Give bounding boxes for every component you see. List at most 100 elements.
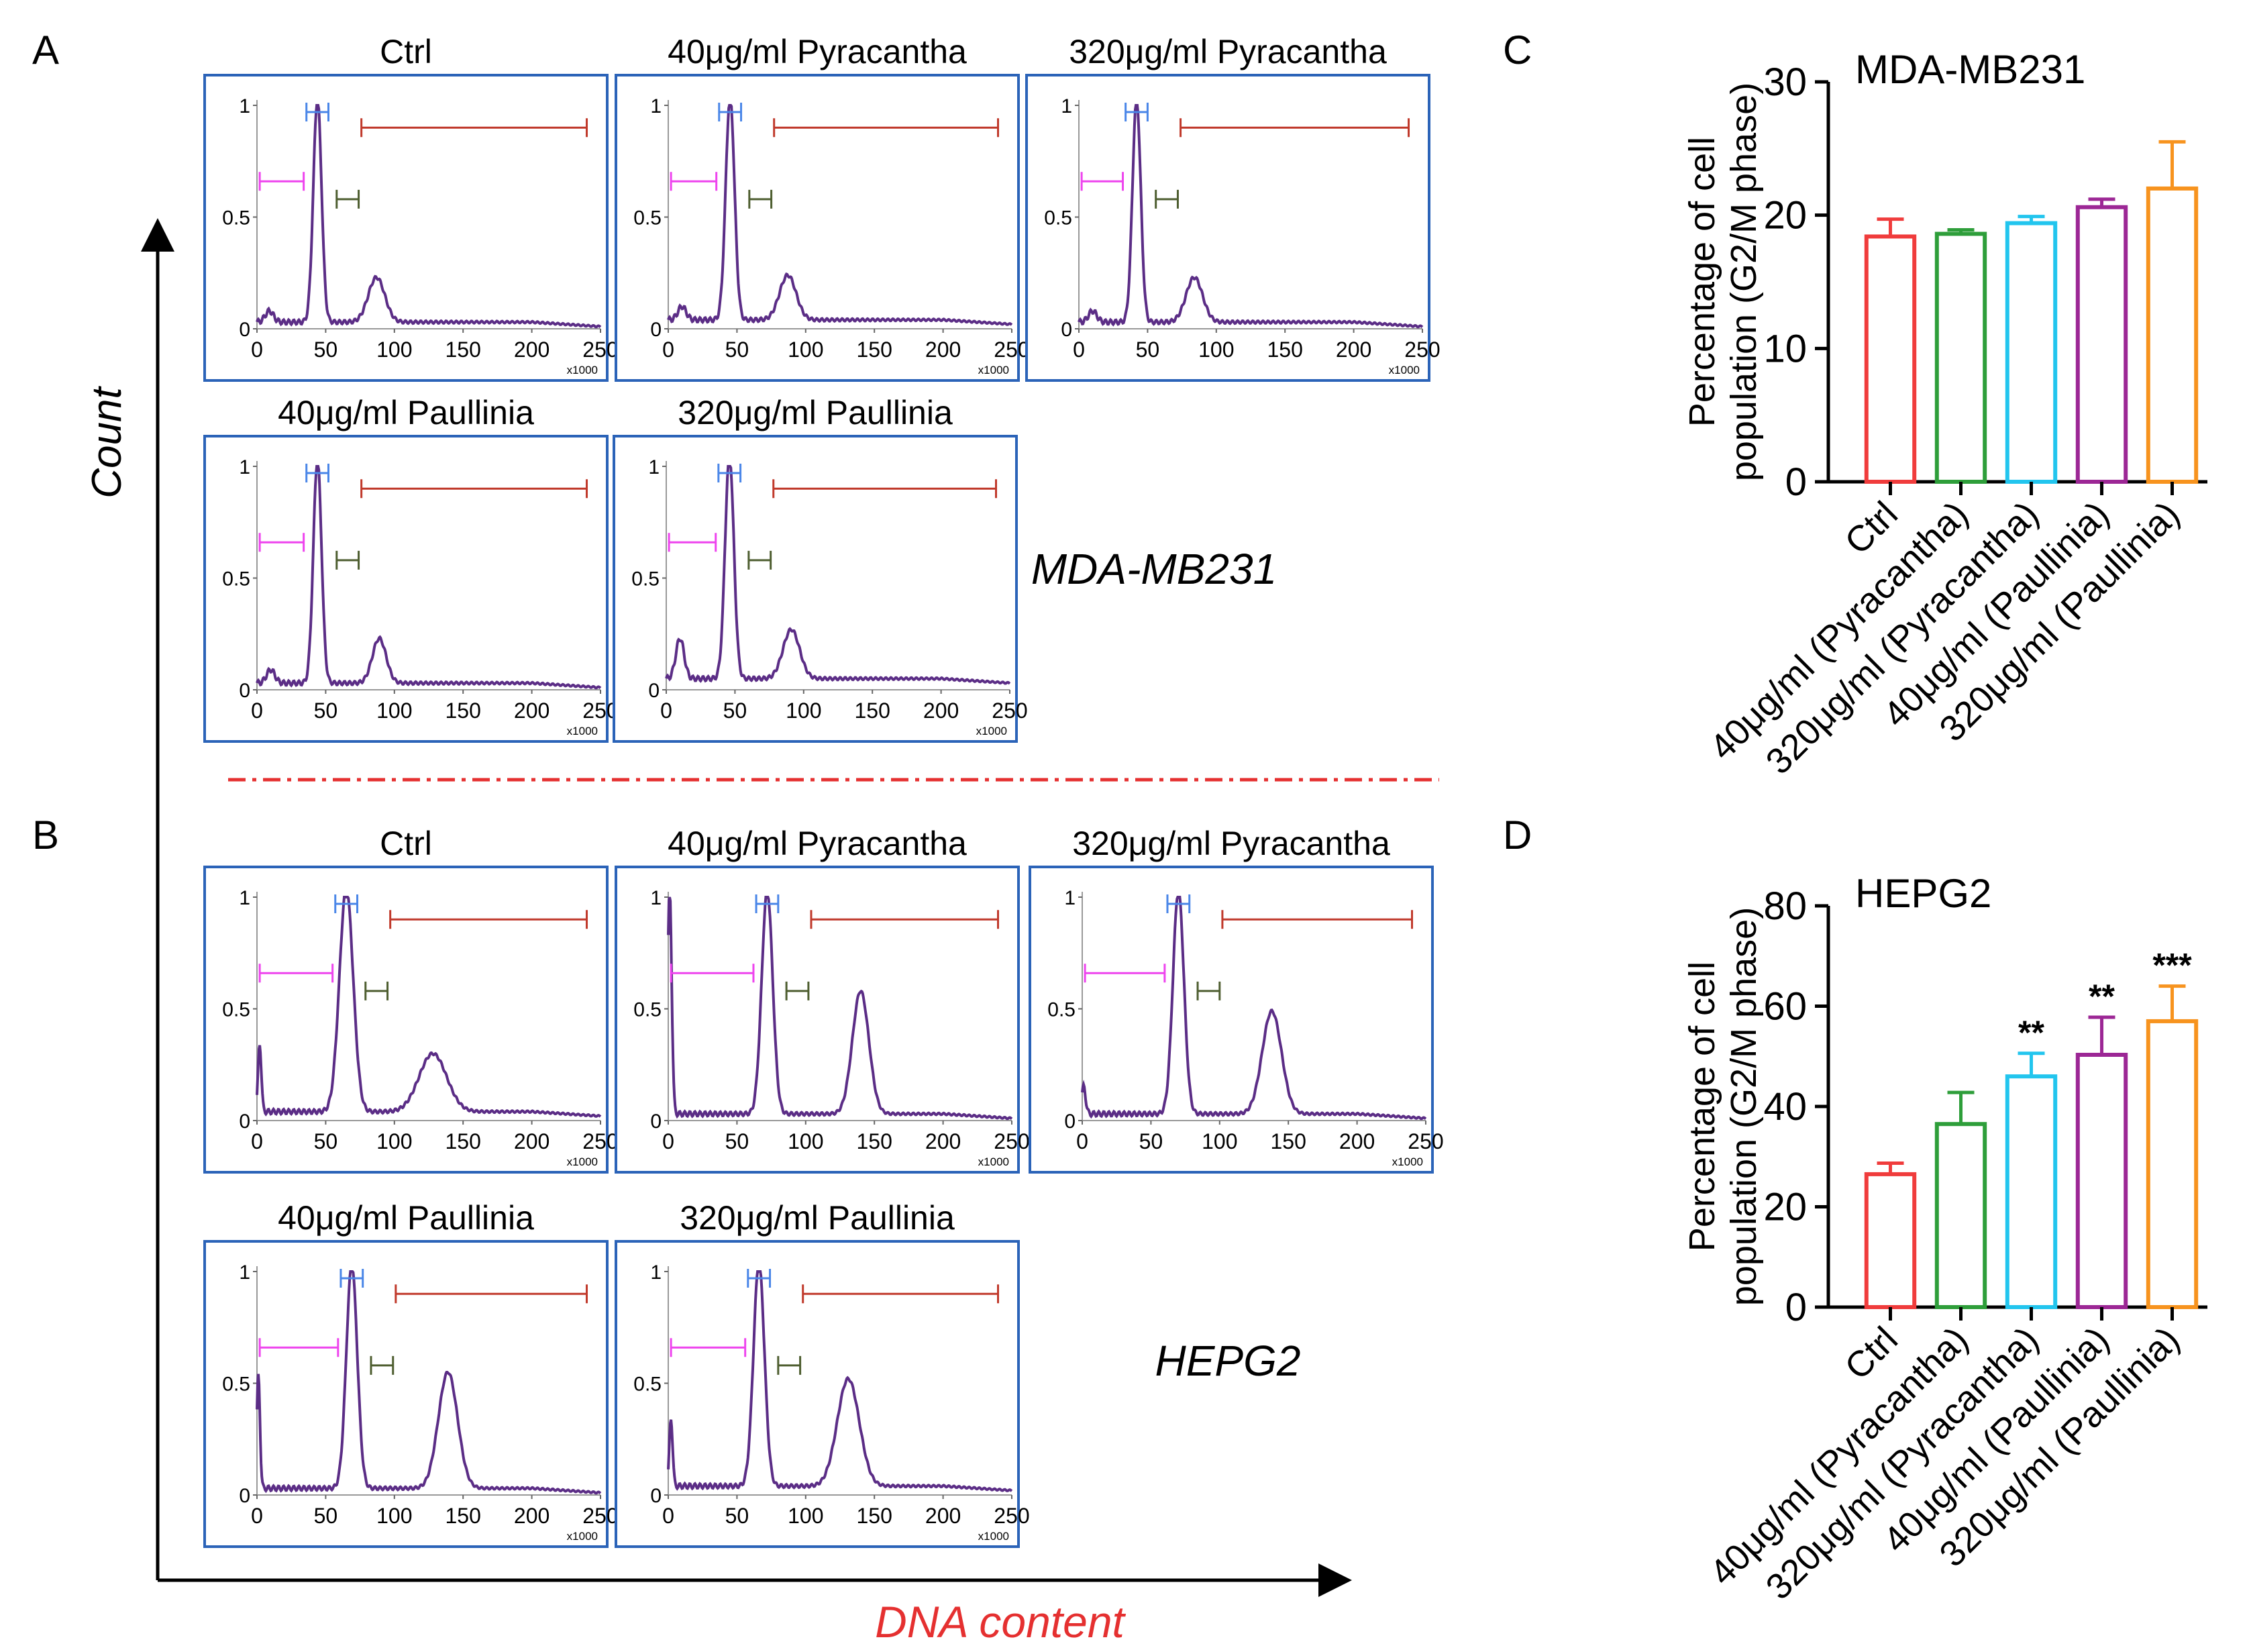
histogram-x-tick-label: 150 xyxy=(857,1504,892,1528)
histogram-panel: 40μg/ml Pyracantha 0 0.5 1 0 50 100 150 200 250 x1… xyxy=(615,33,1030,382)
histogram-y-tick-label: 1 xyxy=(239,456,250,478)
panel-letter-d: D xyxy=(1503,813,1532,858)
histogram-x-unit: x1000 xyxy=(978,1155,1009,1168)
histogram-title: 40μg/ml Pyracantha xyxy=(668,825,967,862)
histogram-frame xyxy=(203,435,609,743)
histogram-x-tick-label: 150 xyxy=(446,1504,481,1528)
g1-gate xyxy=(339,1268,364,1288)
histogram-x-tick-label: 200 xyxy=(514,1504,550,1528)
histogram-x-tick-label: 150 xyxy=(1271,1129,1306,1153)
histogram-x-tick-label: 200 xyxy=(1336,338,1371,362)
histogram-curve xyxy=(256,465,602,690)
bar xyxy=(1864,1172,1917,1309)
histogram-title: 320μg/ml Pyracantha xyxy=(1072,825,1390,862)
histogram-x-tick-label: 50 xyxy=(314,1504,338,1528)
g1-gate xyxy=(747,1268,772,1288)
bar xyxy=(2005,221,2058,484)
histogram-x-tick-label: 100 xyxy=(788,1129,823,1153)
g2m-gate xyxy=(360,479,588,499)
histogram-y-tick-label: 0 xyxy=(1064,1111,1076,1133)
histogram-panel: Ctrl 0 0.5 1 0 50 100 150 200 250 x1000 xyxy=(203,33,619,382)
histogram-frame xyxy=(203,1240,609,1548)
histogram-title: 40μg/ml Paullinia xyxy=(278,1199,534,1237)
histogram-y-tick-label: 1 xyxy=(648,456,660,478)
bar-chart-title: MDA-MB231 xyxy=(1855,47,2085,92)
histogram-x-tick-label: 50 xyxy=(314,699,338,723)
histogram-y-tick-label: 1 xyxy=(239,95,250,117)
histogram-x-tick-label: 200 xyxy=(925,1129,961,1153)
g1-gate xyxy=(305,102,329,121)
bar-chart-y-tick-label: 0 xyxy=(1785,1286,1807,1329)
s-phase-gate xyxy=(1196,981,1221,1000)
histogram-frame xyxy=(1025,74,1430,382)
histogram-y-tick-label: 0.5 xyxy=(633,207,662,229)
histogram-x-tick-label: 100 xyxy=(788,1504,823,1528)
g2m-gate xyxy=(360,118,588,138)
bar-chart-category-label: 320μg/ml (Pyracantha) xyxy=(1759,1319,2046,1607)
histogram-x-unit: x1000 xyxy=(1389,364,1420,376)
g2m-gate xyxy=(1221,910,1414,929)
s-phase-gate xyxy=(748,189,773,209)
g1-gate xyxy=(755,894,780,913)
g1-gate xyxy=(1124,102,1149,121)
histogram-panel: Ctrl 0 0.5 1 0 50 100 150 200 250 x1000 xyxy=(203,825,619,1174)
histogram-y-tick-label: 0 xyxy=(239,680,250,702)
bar xyxy=(1934,231,1987,484)
histogram-x-tick-label: 200 xyxy=(514,338,550,362)
histogram-y-tick-label: 0 xyxy=(239,1485,250,1507)
bar xyxy=(2005,1074,2058,1310)
s-phase-gate xyxy=(335,189,360,209)
sub-g1-gate xyxy=(670,172,718,191)
histogram-y-tick-label: 0 xyxy=(650,1485,662,1507)
histogram-x-unit: x1000 xyxy=(1392,1155,1423,1168)
histogram-panel: 40μg/ml Pyracantha 0 0.5 1 0 50 100 150 200 250 x1… xyxy=(615,825,1030,1174)
histogram-x-tick-label: 250 xyxy=(582,1129,618,1153)
histogram-x-tick-label: 0 xyxy=(251,699,263,723)
bar-chart-y-tick-label: 40 xyxy=(1763,1085,1807,1129)
g1-gate xyxy=(718,102,743,121)
panel-letter-b: B xyxy=(32,813,59,858)
sub-g1-gate xyxy=(668,533,717,552)
histogram-y-tick-label: 0.5 xyxy=(222,999,250,1021)
g2m-gate xyxy=(773,118,1000,138)
histogram-x-tick-label: 100 xyxy=(376,1504,412,1528)
g2m-gate xyxy=(1180,118,1410,138)
histogram-curve xyxy=(1081,896,1427,1121)
g2m-gate xyxy=(395,1284,588,1304)
s-phase-gate xyxy=(335,550,360,570)
histogram-panel: 320μg/ml Paullinia 0 0.5 1 0 50 100 150 200 250 x1… xyxy=(615,1199,1030,1548)
histogram-frame xyxy=(615,74,1020,382)
histogram-x-unit: x1000 xyxy=(567,1155,598,1168)
histogram-x-tick-label: 0 xyxy=(251,338,263,362)
sub-g1-gate xyxy=(258,172,305,191)
g2m-gate xyxy=(772,479,998,499)
histogram-x-unit: x1000 xyxy=(567,364,598,376)
g2m-gate xyxy=(810,910,1000,929)
bar xyxy=(2146,1019,2199,1310)
sub-g1-gate xyxy=(258,1338,339,1357)
histogram-x-tick-label: 250 xyxy=(582,338,618,362)
s-phase-gate xyxy=(747,550,772,570)
count-axis-label: Count xyxy=(84,386,130,499)
histogram-title: Ctrl xyxy=(380,825,432,862)
histogram-curve xyxy=(667,1270,1013,1492)
histogram-x-tick-label: 50 xyxy=(725,1129,749,1153)
bar-chart-title: HEPG2 xyxy=(1855,871,1991,916)
histogram-panel: 320μg/ml Pyracantha 0 0.5 1 0 50 100 150 200 250 x… xyxy=(1029,825,1444,1174)
histogram-title: Ctrl xyxy=(380,33,432,70)
bar-chart-y-label: Percentage of cellpopulation (G2/M phase… xyxy=(1682,907,1764,1306)
histogram-x-tick-label: 0 xyxy=(251,1129,263,1153)
histogram-x-tick-label: 200 xyxy=(925,338,961,362)
histogram-x-tick-label: 150 xyxy=(1267,338,1303,362)
histogram-y-tick-label: 0 xyxy=(239,1111,250,1133)
histogram-y-tick-label: 1 xyxy=(239,887,250,909)
bar-chart-y-tick-label: 20 xyxy=(1763,1186,1807,1229)
histogram-x-tick-label: 0 xyxy=(662,1504,674,1528)
histogram-y-tick-label: 0.5 xyxy=(631,568,660,590)
histogram-y-tick-label: 0.5 xyxy=(222,1374,250,1396)
histogram-y-tick-label: 0.5 xyxy=(222,207,250,229)
bar xyxy=(2075,1053,2128,1309)
